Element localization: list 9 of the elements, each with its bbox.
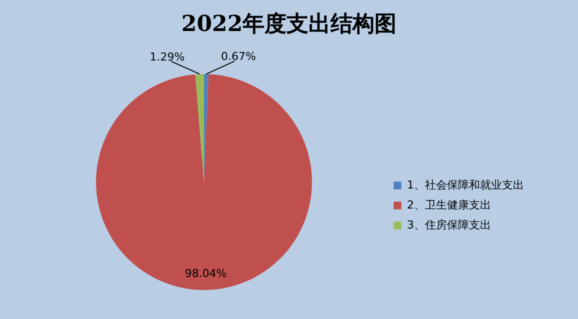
legend-label: 3、住房保障支出 [407, 218, 491, 232]
data-label: 1.29% [150, 50, 185, 64]
pie-slice [195, 74, 204, 182]
pie-slice [96, 74, 312, 290]
chart-title: 2022年度支出结构图 [181, 11, 397, 37]
legend-label: 2、卫生健康支出 [407, 198, 491, 212]
data-label: 0.67% [221, 50, 256, 64]
data-label: 98.04% [184, 266, 227, 280]
legend-label: 1、社会保障和就业支出 [407, 178, 524, 192]
